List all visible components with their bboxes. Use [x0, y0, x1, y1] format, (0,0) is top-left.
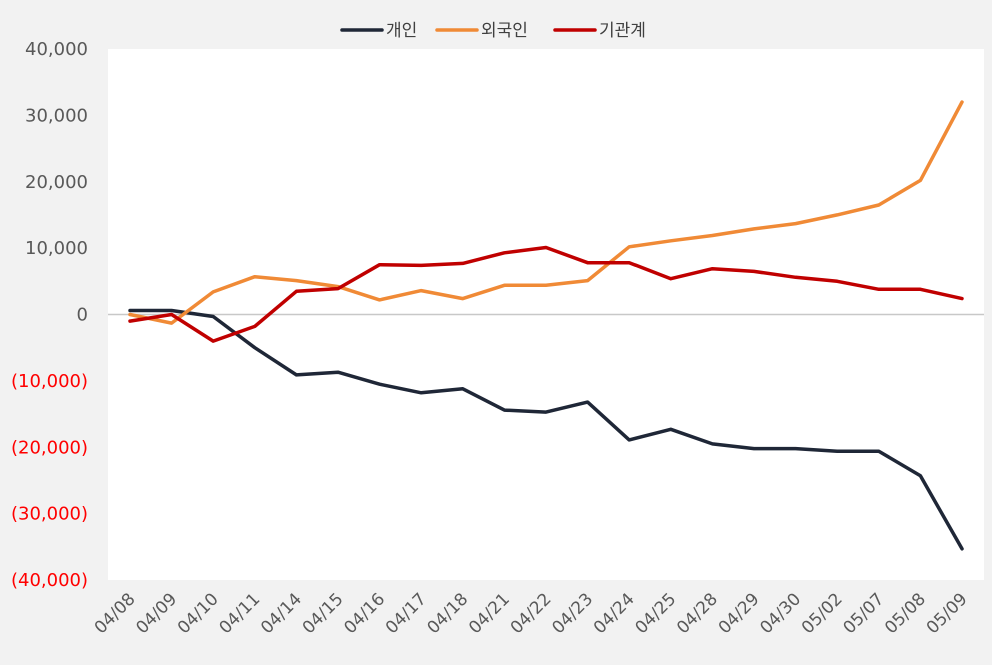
- y-tick-label: 30,000: [25, 105, 88, 126]
- x-tick-label: 05/09: [923, 589, 972, 638]
- series-line-1: [128, 100, 964, 325]
- series-line-0: [128, 308, 964, 551]
- y-tick-label: 20,000: [25, 172, 88, 193]
- x-tick-label: 04/09: [132, 589, 181, 638]
- x-tick-label: 04/15: [299, 589, 348, 638]
- x-tick-label: 05/02: [798, 589, 847, 638]
- x-tick-label: 04/18: [424, 589, 473, 638]
- x-tick-label: 04/30: [756, 589, 805, 638]
- y-tick-label: (20,000): [11, 437, 88, 458]
- x-tick-label: 04/28: [673, 589, 722, 638]
- x-tick-label: 05/08: [881, 589, 930, 638]
- legend: 개인 외국인 기관계: [340, 21, 646, 41]
- x-tick-label: 04/10: [174, 589, 223, 638]
- x-tick-label: 04/29: [715, 589, 764, 638]
- y-tick-label: 0: [77, 305, 88, 326]
- y-axis: 40,000 30,000 20,000 10,000 0 (10,000) (20,000…: [11, 39, 88, 591]
- x-tick-label: 04/11: [216, 589, 265, 638]
- legend-label-0: 개인: [386, 21, 417, 41]
- x-tick-label: 04/08: [91, 589, 140, 638]
- legend-label-2: 기관계: [599, 21, 646, 41]
- x-tick-label: 04/22: [507, 589, 556, 638]
- y-tick-label: 40,000: [25, 39, 88, 60]
- x-tick-label: 05/07: [840, 589, 889, 638]
- series-layer: [128, 100, 964, 551]
- series-line-2: [128, 245, 964, 343]
- y-tick-label: (40,000): [11, 570, 88, 591]
- x-tick-label: 04/23: [548, 589, 597, 638]
- x-tick-label: 04/17: [382, 589, 431, 638]
- x-axis: 04/0804/0904/1004/1104/1404/1504/1604/17…: [91, 589, 972, 638]
- y-tick-label: 10,000: [25, 238, 88, 259]
- legend-label-1: 외국인: [481, 21, 528, 41]
- y-tick-label: (10,000): [11, 371, 88, 392]
- x-tick-label: 04/16: [340, 589, 389, 638]
- x-tick-label: 04/25: [632, 589, 681, 638]
- x-tick-label: 04/24: [590, 589, 639, 638]
- x-tick-label: 04/14: [257, 589, 306, 638]
- y-tick-label: (30,000): [11, 504, 88, 525]
- x-tick-label: 04/21: [465, 589, 514, 638]
